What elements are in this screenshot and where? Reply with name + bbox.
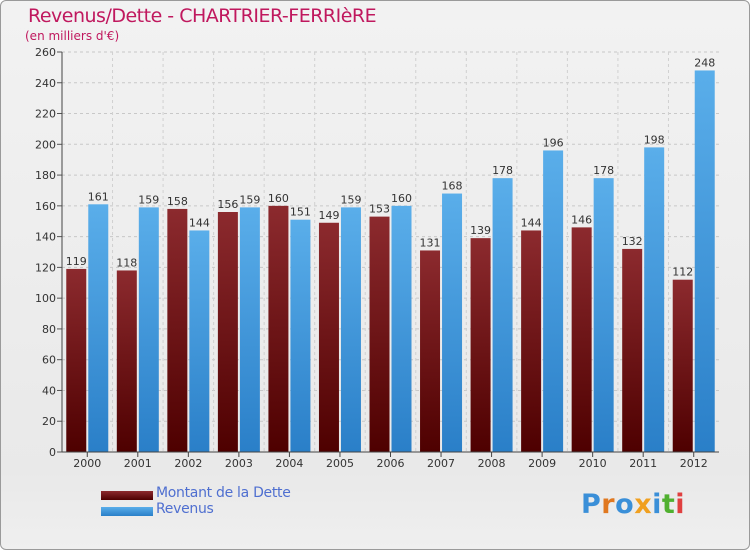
data-label: 178 — [593, 164, 614, 177]
x-tick-label: 2002 — [174, 457, 202, 470]
grid-layer — [62, 51, 719, 452]
bar-revenue — [644, 147, 665, 452]
bar-debt — [167, 208, 188, 452]
x-tick-label: 2000 — [73, 457, 101, 470]
bar-debt — [521, 230, 542, 452]
x-tick-label: 2011 — [629, 457, 657, 470]
bar-revenue — [290, 219, 311, 452]
data-label: 168 — [442, 180, 463, 193]
chart-title: Revenus/Dette - CHARTRIER-FERRIèRE — [28, 5, 377, 27]
bars-layer — [66, 70, 715, 453]
data-label: 131 — [420, 236, 441, 249]
bar-revenue — [694, 70, 715, 452]
y-tick-label: 200 — [35, 138, 56, 151]
y-tick-label: 80 — [42, 323, 56, 336]
data-label: 161 — [88, 190, 109, 203]
data-label: 158 — [167, 195, 188, 208]
x-tick-label: 2007 — [427, 457, 455, 470]
bar-revenue — [88, 204, 109, 452]
x-tick-label: 2001 — [124, 457, 152, 470]
logo-letter: P — [581, 489, 602, 520]
x-tick-label: 2004 — [275, 457, 303, 470]
x-tick-label: 2012 — [680, 457, 708, 470]
bar-revenue — [239, 207, 260, 452]
bar-debt — [470, 238, 491, 452]
data-label: 198 — [644, 133, 665, 146]
x-tick-label: 2005 — [326, 457, 354, 470]
data-label: 119 — [66, 255, 87, 268]
bar-debt — [217, 212, 238, 452]
y-tick-label: 40 — [42, 384, 56, 397]
logo-letter: i — [675, 489, 686, 520]
data-label: 151 — [290, 206, 311, 219]
data-label: 156 — [217, 198, 238, 211]
data-label: 132 — [622, 235, 643, 248]
y-tick-label: 220 — [35, 108, 56, 121]
data-label: 159 — [340, 193, 361, 206]
bar-debt — [369, 216, 390, 452]
axis-layer: 0 20 40 60 80 100 120 140 160 180 200 220 240 260 2000… — [35, 46, 719, 470]
bar-revenue — [189, 230, 210, 452]
data-label: 159 — [239, 193, 260, 206]
y-tick-label: 60 — [42, 354, 56, 367]
x-tick-label: 2003 — [225, 457, 253, 470]
logo-letter: t — [661, 489, 676, 520]
data-label: 160 — [391, 192, 412, 205]
data-label: 159 — [138, 193, 159, 206]
data-label: 139 — [470, 224, 491, 237]
logo-letter: i — [652, 489, 662, 520]
y-tick-label: 160 — [35, 200, 56, 213]
bar-debt — [318, 222, 339, 452]
y-tick-label: 20 — [42, 415, 56, 428]
bar-revenue — [442, 193, 463, 453]
data-label: 196 — [543, 136, 564, 149]
bar-debt — [268, 205, 289, 452]
data-label: 153 — [369, 203, 390, 216]
data-label: 144 — [521, 216, 542, 229]
bar-debt — [66, 268, 87, 452]
logo-letter: o — [615, 489, 635, 520]
data-label: 144 — [189, 216, 210, 229]
legend-swatch-debt — [101, 491, 153, 500]
y-tick-label: 100 — [35, 292, 56, 305]
y-tick-label: 140 — [35, 231, 56, 244]
bar-debt — [116, 270, 137, 452]
legend-label-debt: Montant de la Dette — [156, 485, 291, 501]
y-tick-label: 0 — [49, 446, 56, 459]
bar-debt — [672, 279, 693, 452]
bar-debt — [622, 248, 643, 452]
data-label: 149 — [318, 209, 339, 222]
data-label: 248 — [694, 56, 715, 69]
y-tick-label: 180 — [35, 169, 56, 182]
bar-debt — [571, 227, 592, 452]
bar-revenue — [492, 178, 513, 452]
x-tick-label: 2010 — [579, 457, 607, 470]
data-label: 160 — [268, 192, 289, 205]
bar-revenue — [138, 207, 159, 452]
x-tick-label: 2006 — [377, 457, 405, 470]
y-tick-label: 120 — [35, 261, 56, 274]
bar-revenue — [593, 178, 614, 452]
logo-letter: x — [634, 489, 653, 520]
bar-revenue — [340, 207, 361, 452]
legend-swatch-revenue — [101, 507, 153, 516]
data-label: 118 — [116, 256, 137, 269]
bar-revenue — [543, 150, 564, 452]
data-label: 178 — [492, 164, 513, 177]
bar-debt — [420, 250, 441, 452]
logo-letter: r — [601, 489, 616, 520]
y-tick-label: 260 — [35, 46, 56, 59]
bar-revenue — [391, 205, 412, 452]
proxiti-logo: Proxiti — [581, 489, 685, 520]
x-tick-label: 2008 — [478, 457, 506, 470]
x-tick-label: 2009 — [528, 457, 556, 470]
legend-label-revenue: Revenus — [156, 501, 214, 517]
data-label: 146 — [571, 213, 592, 226]
chart-subtitle: (en milliers d'€) — [25, 29, 120, 43]
y-tick-label: 240 — [35, 77, 56, 90]
data-label: 112 — [672, 266, 693, 279]
